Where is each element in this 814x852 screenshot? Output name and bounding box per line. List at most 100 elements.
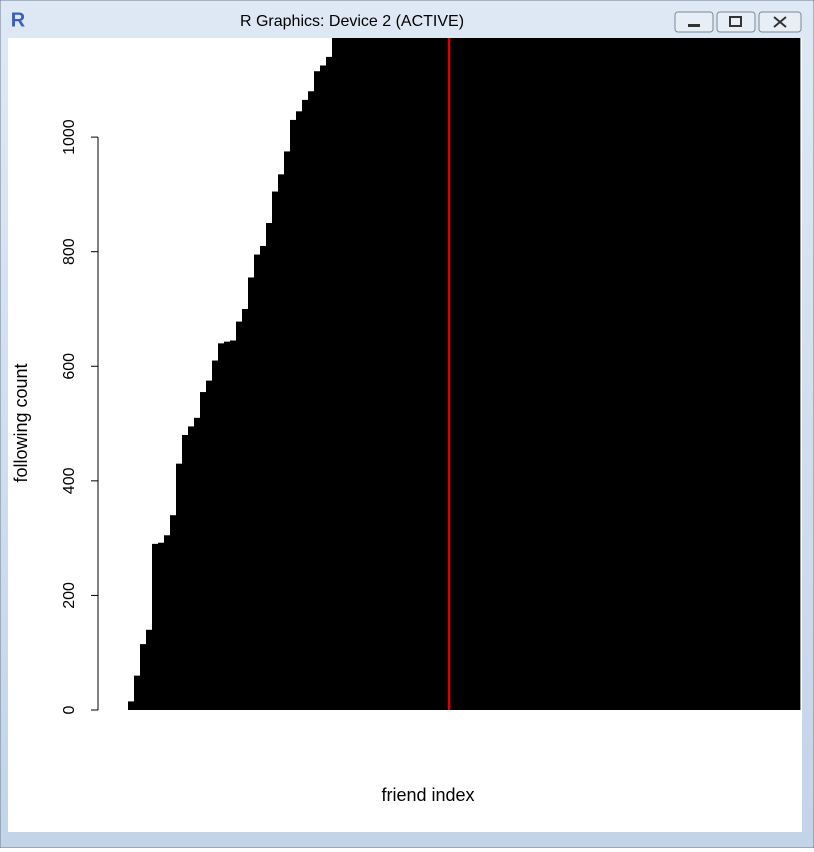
bar xyxy=(464,38,471,710)
bar xyxy=(734,38,741,710)
bar xyxy=(776,38,783,710)
bar xyxy=(278,174,285,710)
bar xyxy=(260,245,267,710)
bar xyxy=(566,38,573,710)
bar xyxy=(668,38,675,710)
bar xyxy=(128,701,135,710)
bar xyxy=(380,38,387,711)
y-tick-label: 200 xyxy=(61,582,78,609)
bar xyxy=(170,515,177,710)
bar xyxy=(374,38,381,710)
app-icon: R xyxy=(11,9,26,31)
bar xyxy=(236,321,243,710)
bar xyxy=(788,38,795,710)
bar xyxy=(452,38,459,710)
bar xyxy=(698,38,705,710)
y-tick-label: 0 xyxy=(61,705,78,714)
minimize-button[interactable] xyxy=(674,11,714,33)
bar xyxy=(386,38,393,711)
bar xyxy=(584,38,591,710)
bar xyxy=(638,38,645,710)
bar xyxy=(164,535,171,710)
bar xyxy=(332,38,339,711)
bar xyxy=(470,38,477,710)
bar xyxy=(692,38,699,710)
bar xyxy=(254,254,261,710)
bar xyxy=(434,38,441,710)
bar xyxy=(146,629,153,710)
bar xyxy=(494,38,501,710)
bar xyxy=(500,38,507,710)
bar xyxy=(656,38,663,710)
bar xyxy=(428,38,435,711)
window-title: R Graphics: Device 2 (ACTIVE) xyxy=(240,13,464,30)
bar xyxy=(266,223,273,711)
bar xyxy=(398,38,405,711)
bar xyxy=(440,38,447,711)
bar xyxy=(344,38,351,710)
bar xyxy=(596,38,603,710)
bar xyxy=(536,38,543,710)
bar xyxy=(704,38,711,710)
bar xyxy=(140,644,147,710)
bar xyxy=(530,38,537,710)
bar xyxy=(242,308,249,710)
bar xyxy=(614,38,621,710)
bar xyxy=(602,38,609,710)
bar xyxy=(674,38,681,711)
bar xyxy=(302,99,309,710)
bar xyxy=(518,38,525,711)
bar xyxy=(362,38,369,710)
bar xyxy=(590,38,597,710)
bar xyxy=(686,38,693,710)
bar xyxy=(548,38,555,710)
bar xyxy=(356,38,363,710)
bar xyxy=(206,380,213,710)
bar xyxy=(134,675,141,710)
bar xyxy=(218,343,225,710)
window-controls xyxy=(674,11,802,33)
bar xyxy=(620,38,627,710)
x-axis-label: friend index xyxy=(381,785,474,805)
y-axis-label: following count xyxy=(11,363,31,482)
bar xyxy=(758,38,765,710)
bar xyxy=(338,38,345,711)
bar xyxy=(794,38,801,710)
bar xyxy=(296,111,303,710)
bar xyxy=(194,417,201,710)
bar xyxy=(284,151,291,710)
bar xyxy=(320,65,327,710)
bar xyxy=(410,38,417,711)
bar xyxy=(248,277,255,710)
y-tick-label: 400 xyxy=(61,467,78,494)
bar xyxy=(488,38,495,710)
bar xyxy=(506,38,513,711)
bar xyxy=(212,360,219,710)
bar xyxy=(740,38,747,710)
y-tick-label: 800 xyxy=(61,238,78,265)
y-tick-label: 1000 xyxy=(61,119,78,155)
bar xyxy=(650,38,657,710)
bar xyxy=(782,38,789,710)
bar xyxy=(416,38,423,710)
bar xyxy=(542,38,549,710)
bar xyxy=(680,38,687,710)
bar xyxy=(152,543,159,710)
bar xyxy=(422,38,429,710)
bar xyxy=(722,38,729,710)
maximize-button[interactable] xyxy=(716,11,756,33)
bar xyxy=(728,38,735,710)
bar xyxy=(476,38,483,710)
bar xyxy=(326,56,333,710)
bar xyxy=(608,38,615,710)
bar xyxy=(230,340,237,710)
bar xyxy=(560,38,567,710)
bar xyxy=(746,38,753,710)
bar xyxy=(512,38,519,711)
bar xyxy=(578,38,585,710)
bar xyxy=(224,341,231,710)
bar xyxy=(368,38,375,710)
bar xyxy=(710,38,717,710)
bar xyxy=(632,38,639,710)
